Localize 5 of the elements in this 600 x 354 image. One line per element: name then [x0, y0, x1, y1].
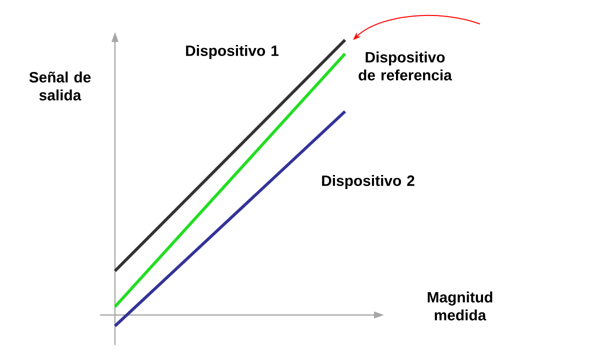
- series-label: Dispositivo de referencia: [358, 52, 452, 80]
- x-axis-title: Magnitud medida: [428, 292, 492, 320]
- text: Dispositivo 2: [322, 175, 414, 189]
- text: Dispositivo 1: [186, 45, 278, 59]
- y-axis-title: Señal de salida: [29, 72, 91, 100]
